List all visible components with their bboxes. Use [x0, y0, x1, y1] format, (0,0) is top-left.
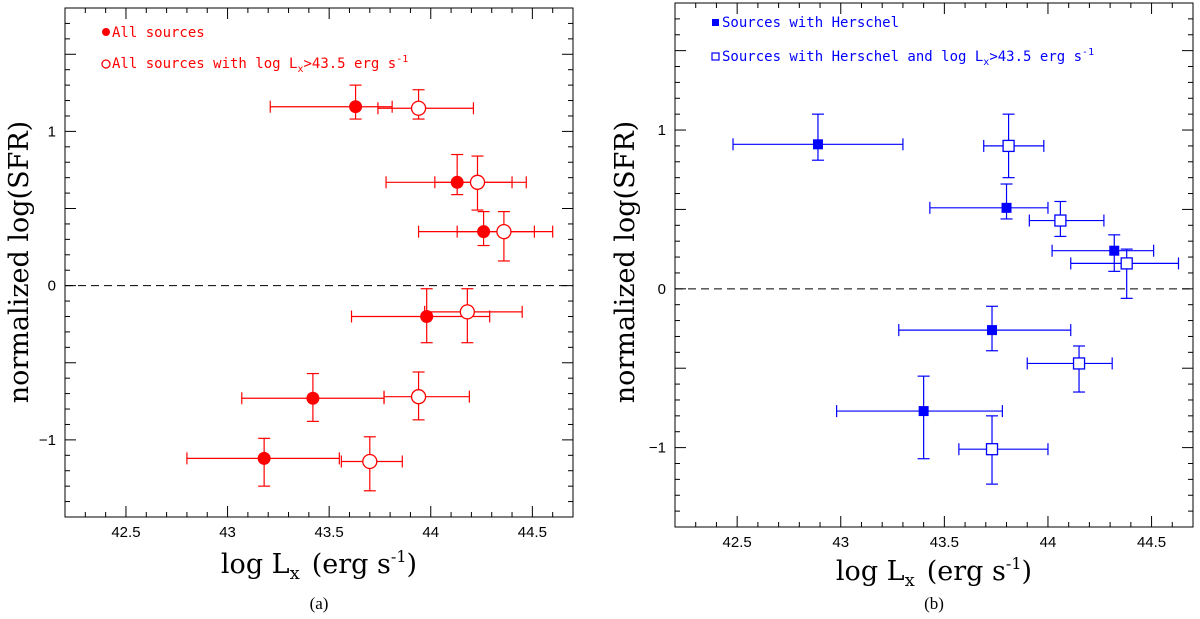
y-tick-label: 0 — [48, 278, 56, 295]
panel-b: 42.5 43 43.5 44 44.5 −1 0 1 Sources with Hersch… — [610, 2, 1194, 613]
panel-a: 42.5 43 43.5 44 44.5 −1 0 1 All sources All sou… — [4, 7, 574, 613]
y-tick-label: 1 — [658, 122, 666, 139]
data-point-filled-square — [987, 325, 998, 336]
x-tick-label: 44.5 — [1137, 534, 1166, 551]
data-point-filled-square — [1109, 245, 1120, 256]
legend-marker-herschel — [712, 19, 719, 26]
data-point-open-circle — [410, 100, 427, 116]
x-tick-label: 42.5 — [111, 524, 140, 541]
data-point-filled-circle — [306, 391, 320, 405]
panel-tag-a: (a) — [310, 594, 329, 613]
data-point-open-square — [1120, 257, 1133, 270]
y-tick-label: −1 — [39, 432, 56, 449]
axis-ticks-b: 42.5 43 43.5 44 44.5 −1 0 1 — [649, 2, 1194, 551]
data-point-filled-circle — [420, 309, 434, 323]
y-axis-label-a: normalized log(SFR) — [4, 121, 35, 403]
x-tick-label: 44 — [1040, 534, 1057, 551]
data-marks-a — [186, 84, 554, 492]
legend-a: All sources All sources with log Lx>43.5… — [101, 25, 408, 75]
data-point-open-circle — [410, 389, 427, 405]
legend-marker-herschel-bright — [711, 52, 720, 61]
y-tick-label: −1 — [649, 440, 666, 457]
data-point-filled-square — [812, 139, 823, 150]
plot-frame-a — [64, 7, 574, 518]
data-point-open-square — [1054, 214, 1067, 227]
legend-entry-herschel-bright: Sources with Herschel and log Lx>43.5 er… — [722, 47, 1094, 68]
y-tick-label: 0 — [658, 281, 666, 298]
x-tick-label: 42.5 — [723, 534, 752, 551]
data-marks-b — [732, 113, 1180, 485]
data-point-open-square — [985, 443, 999, 456]
data-point-filled-circle — [257, 451, 271, 465]
axis-ticks-a: 42.5 43 43.5 44 44.5 −1 0 1 — [39, 7, 574, 541]
data-point-filled-square — [1001, 202, 1012, 213]
legend-marker-bright-sources — [101, 59, 111, 69]
legend-entry-all-sources: All sources — [112, 25, 205, 41]
data-point-open-circle — [496, 224, 512, 240]
legend-entry-herschel: Sources with Herschel — [722, 15, 899, 31]
plot-frame-b — [674, 2, 1194, 528]
legend-marker-all-sources — [102, 28, 110, 36]
x-tick-label: 43.5 — [930, 534, 959, 551]
x-axis-label-a: log Lx (erg s-1) — [221, 547, 417, 584]
data-point-open-square — [1072, 357, 1086, 370]
x-tick-label: 43 — [832, 534, 849, 551]
legend-entry-bright-sources: All sources with log Lx>43.5 erg s-1 — [112, 54, 408, 75]
data-point-open-circle — [459, 304, 475, 320]
x-tick-label: 44.5 — [518, 524, 547, 541]
data-point-open-circle — [362, 453, 378, 470]
panel-tag-b: (b) — [924, 594, 944, 613]
data-point-filled-circle — [349, 100, 363, 114]
y-tick-label: 1 — [48, 123, 56, 140]
x-tick-label: 43.5 — [315, 524, 344, 541]
data-point-filled-square — [918, 406, 929, 417]
data-point-open-circle — [469, 174, 486, 190]
y-axis-label-b: normalized log(SFR) — [610, 121, 641, 403]
data-point-open-square — [1002, 139, 1015, 153]
x-axis-label-b: log Lx (erg s-1) — [836, 554, 1032, 591]
x-tick-label: 43 — [219, 524, 236, 541]
legend-b: Sources with Herschel Sources with Hersc… — [711, 15, 1094, 68]
x-tick-label: 44 — [422, 524, 439, 541]
